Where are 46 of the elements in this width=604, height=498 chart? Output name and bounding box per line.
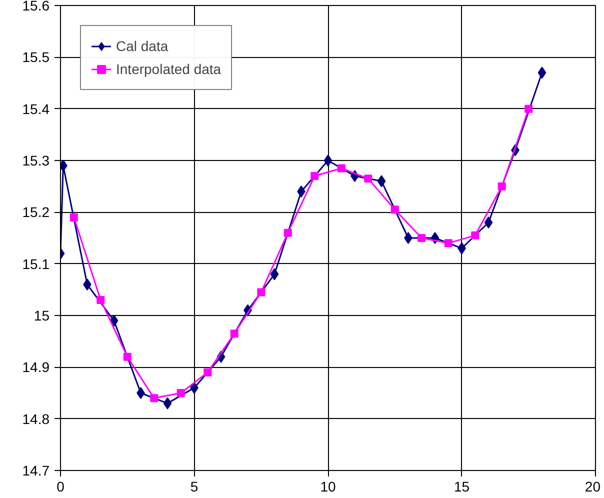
point bbox=[310, 172, 319, 180]
point bbox=[297, 186, 306, 198]
y-tick-label: 15.2 bbox=[22, 204, 50, 220]
point bbox=[136, 387, 145, 399]
point bbox=[524, 104, 533, 113]
point bbox=[163, 397, 172, 410]
point bbox=[444, 239, 452, 248]
point bbox=[96, 296, 105, 304]
point bbox=[390, 206, 399, 214]
point bbox=[257, 288, 266, 296]
y-tick-label: 14.9 bbox=[22, 359, 50, 376]
y-tick-label: 14.7 bbox=[22, 462, 50, 478]
y-tick-label: 14.8 bbox=[22, 410, 50, 427]
y-tick-label: 15.3 bbox=[22, 152, 50, 168]
point bbox=[471, 231, 480, 240]
x-tick-label: 20 bbox=[584, 478, 601, 494]
point bbox=[270, 268, 279, 280]
point bbox=[377, 175, 386, 188]
point bbox=[204, 368, 212, 376]
point bbox=[83, 278, 92, 290]
point bbox=[364, 174, 372, 183]
point bbox=[150, 394, 158, 402]
legend-label: Interpolated data bbox=[116, 61, 222, 77]
point bbox=[538, 66, 546, 79]
y-tick-label: 15.5 bbox=[22, 49, 50, 66]
point bbox=[484, 216, 493, 228]
point bbox=[70, 213, 78, 222]
point bbox=[404, 232, 412, 244]
point bbox=[284, 228, 292, 237]
point bbox=[324, 154, 332, 166]
y-tick-label: 15.4 bbox=[22, 100, 50, 117]
x-tick-label: 0 bbox=[56, 478, 65, 494]
x-tick-label: 5 bbox=[190, 478, 198, 494]
point bbox=[337, 164, 346, 172]
legend-label: Cal data bbox=[116, 38, 168, 54]
point bbox=[498, 182, 506, 190]
point bbox=[230, 330, 238, 338]
point bbox=[176, 389, 185, 397]
y-tick-label: 15.1 bbox=[22, 256, 50, 272]
x-tick-label: 15 bbox=[454, 478, 470, 494]
point bbox=[110, 314, 118, 327]
y-tick-label: 15 bbox=[34, 308, 50, 324]
point bbox=[123, 352, 132, 361]
x-tick-label: 10 bbox=[320, 478, 336, 494]
y-tick-label: 15.6 bbox=[22, 0, 50, 14]
point bbox=[418, 234, 426, 242]
